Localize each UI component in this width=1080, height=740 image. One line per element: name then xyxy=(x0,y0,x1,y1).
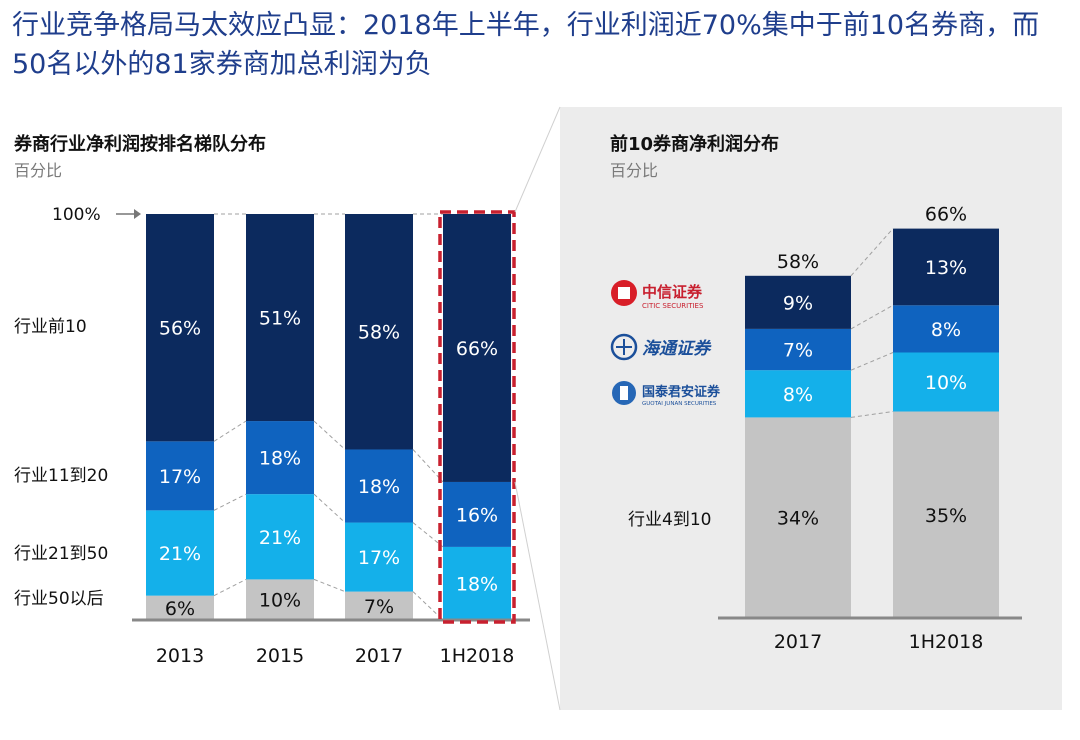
data-label-rank4-10-2017: 34% xyxy=(777,508,819,530)
data-label-rank50-plus-2013: 6% xyxy=(165,598,195,620)
gtja-logo: 国泰君安证券 GUOTAI JUNAN SECURITIES xyxy=(612,381,721,407)
right-connector-0 xyxy=(850,411,894,418)
data-label-top10-1h2018: 66% xyxy=(456,338,498,360)
bar-rank4-10-1h2018 xyxy=(893,411,999,618)
data-label-top10-2013: 56% xyxy=(159,318,201,340)
right-connector-3 xyxy=(850,228,894,277)
bar-rank50-plus-2017 xyxy=(345,591,413,620)
data-label-rank11-20-2015: 18% xyxy=(259,448,301,470)
right-chart-title: 前10券商净利润分布 xyxy=(610,133,779,155)
haitong-logo-mark-inner xyxy=(616,339,632,355)
x-tick-1h2018: 1H2018 xyxy=(440,645,515,667)
row-label-rank4-10: 行业4到10 xyxy=(628,510,711,530)
connector-2015-rank21-50 xyxy=(313,578,346,593)
data-label-gtja-2017: 8% xyxy=(783,384,813,406)
data-label-rank11-20-1h2018: 16% xyxy=(456,504,498,526)
bar-rank50-plus-2015 xyxy=(246,579,314,620)
data-label-top10-2017: 58% xyxy=(358,322,400,344)
connector-2015-top10 xyxy=(313,420,346,450)
x-tick-2017: 2017 xyxy=(355,645,403,667)
gtja-logo-cn: 国泰君安证券 xyxy=(642,384,721,400)
total-label-1h2018: 66% xyxy=(925,204,967,226)
bar-rank50-plus-2013 xyxy=(146,595,214,620)
headline: 行业竞争格局马太效应凸显：2018年上半年，行业利润近70%集中于前10名券商，… xyxy=(12,10,1040,80)
connector-2013-rank21-50 xyxy=(213,578,247,597)
connector-2013-top10 xyxy=(213,420,247,442)
bar-rank11-20-2013 xyxy=(146,441,214,511)
data-label-gtja-1h2018: 10% xyxy=(925,372,967,394)
data-label-haitong-1h2018: 8% xyxy=(931,319,961,341)
citic-logo-cn: 中信证券 xyxy=(642,283,703,301)
right-connector-1 xyxy=(850,352,894,371)
connector-2015-rank11-20 xyxy=(313,493,346,523)
scale-label-100: 100% xyxy=(52,205,101,225)
total-label-2017: 58% xyxy=(777,251,819,273)
gtja-logo-mark-inner xyxy=(620,386,628,400)
citic-logo-mark-inner xyxy=(618,287,630,299)
bar-gtja-2017 xyxy=(745,370,851,418)
row-label-top10: 行业前10 xyxy=(14,317,87,337)
bar-top10-2017 xyxy=(345,214,413,450)
zoom-line-bottom xyxy=(514,481,561,711)
right-chart-subtitle: 百分比 xyxy=(610,161,658,180)
bar-top10-1h2018 xyxy=(443,214,511,482)
left-chart-title: 券商行业净利润按排名梯队分布 xyxy=(13,133,266,155)
data-label-top10-2015: 51% xyxy=(259,308,301,330)
data-label-rank21-50-1h2018: 18% xyxy=(456,573,498,595)
haitong-logo-cn: 海通证券 xyxy=(642,339,712,359)
x-tick-2015: 2015 xyxy=(256,645,304,667)
bar-rank21-50-2017 xyxy=(345,522,413,592)
right-connector-2 xyxy=(850,304,894,330)
x-tick-2013: 2013 xyxy=(156,645,204,667)
citic-logo: 中信证券 CITIC SECURITIES xyxy=(611,280,704,310)
data-label-rank21-50-2013: 21% xyxy=(159,543,201,565)
data-label-rank11-20-2017: 18% xyxy=(358,476,400,498)
left-chart-subtitle: 百分比 xyxy=(14,161,62,180)
bar-rank21-50-2013 xyxy=(146,510,214,596)
bar-citic-2017 xyxy=(745,275,851,329)
bar-rank11-20-2015 xyxy=(246,421,314,495)
bar-top10-2015 xyxy=(246,214,314,422)
bar-top10-2013 xyxy=(146,214,214,442)
citic-logo-en: CITIC SECURITIES xyxy=(642,302,704,310)
bar-rank21-50-1h2018 xyxy=(443,546,511,620)
data-label-rank50-plus-2017: 7% xyxy=(364,596,394,618)
row-label-50-plus: 行业50以后 xyxy=(14,589,104,609)
row-label-21-50: 行业21到50 xyxy=(14,544,108,564)
bar-haitong-2017 xyxy=(745,328,851,371)
highlight-box-1h2018 xyxy=(438,210,516,624)
x-tick-right-1h2018: 1H2018 xyxy=(909,631,984,653)
data-label-rank50-plus-2015: 10% xyxy=(259,590,301,612)
bar-haitong-1h2018 xyxy=(893,305,999,353)
haitong-logo: 海通证券 xyxy=(610,333,712,361)
data-label-rank11-20-2013: 17% xyxy=(159,466,201,488)
zoom-line-top xyxy=(514,106,561,213)
bar-gtja-1h2018 xyxy=(893,352,999,412)
bar-citic-1h2018 xyxy=(893,228,999,306)
x-tick-right-2017: 2017 xyxy=(774,631,822,653)
haitong-logo-mark xyxy=(610,333,638,361)
data-label-rank4-10-1h2018: 35% xyxy=(925,505,967,527)
bar-rank11-20-2017 xyxy=(345,449,413,523)
data-label-haitong-2017: 7% xyxy=(783,340,813,362)
gtja-logo-en: GUOTAI JUNAN SECURITIES xyxy=(642,401,717,407)
connector-2017-top10 xyxy=(412,449,444,483)
data-label-rank21-50-2017: 17% xyxy=(358,547,400,569)
data-label-citic-2017: 9% xyxy=(783,292,813,314)
scale-arrow-head xyxy=(134,209,141,219)
bar-rank4-10-2017 xyxy=(745,417,851,618)
connector-2013-rank11-20 xyxy=(213,493,247,511)
bar-rank11-20-1h2018 xyxy=(443,481,511,547)
row-label-11-20: 行业11到20 xyxy=(14,466,108,486)
data-label-rank21-50-2015: 21% xyxy=(259,527,301,549)
bar-rank21-50-2015 xyxy=(246,494,314,580)
data-label-citic-1h2018: 13% xyxy=(925,257,967,279)
